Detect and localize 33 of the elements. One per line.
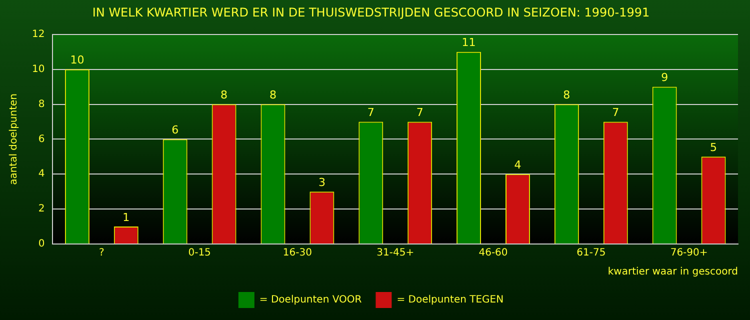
y-tick-label: 4 <box>38 168 45 180</box>
x-tick-label: ? <box>99 248 104 259</box>
data-label: 11 <box>462 36 476 50</box>
y-axis-title: aantal doelpunten <box>8 93 20 185</box>
y-tick-label: 2 <box>38 204 45 215</box>
x-tick-label: 46-60 <box>478 248 508 259</box>
y-tick-label: 8 <box>38 98 45 110</box>
data-label: 7 <box>612 106 620 120</box>
x-axis-title: kwartier waar in gescoord <box>608 266 738 278</box>
y-tick-label: 0 <box>38 238 45 250</box>
chart-title: IN WELK KWARTIER WERD ER IN DE THUISWEDSTRIJDEN GESCOORD IN SEIZOEN: 1990-1991 <box>92 5 650 20</box>
x-tick-label: 76-90+ <box>670 248 708 259</box>
data-label: 6 <box>172 124 179 137</box>
legend-label: = Doelpunten TEGEN <box>396 294 504 306</box>
data-label: 8 <box>220 88 228 102</box>
x-tick-label: 16-30 <box>282 248 312 259</box>
data-label: 1 <box>122 210 130 224</box>
data-label: 7 <box>367 106 374 120</box>
x-tick-label: 61-75 <box>576 248 606 259</box>
y-tick-label: 6 <box>38 134 45 145</box>
data-label: 5 <box>710 141 718 154</box>
data-label: 7 <box>416 106 424 120</box>
data-label: 8 <box>563 88 570 102</box>
data-label: 8 <box>269 88 276 102</box>
y-tick-label: 12 <box>32 28 45 40</box>
data-label: 4 <box>514 158 522 172</box>
x-tick-label: 0-15 <box>188 248 211 259</box>
x-tick-label: 31-45+ <box>376 248 414 259</box>
data-label: 9 <box>661 71 668 84</box>
data-label: 10 <box>70 54 84 67</box>
y-tick-label: 10 <box>32 64 45 75</box>
data-label: 3 <box>318 176 326 189</box>
legend-label: = Doelpunten VOOR <box>259 294 362 306</box>
